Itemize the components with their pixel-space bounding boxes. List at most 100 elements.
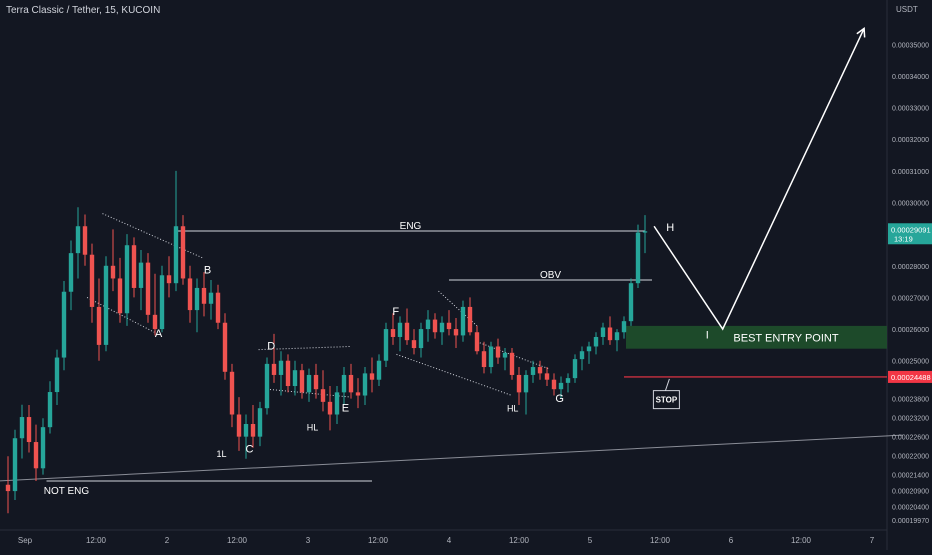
candle-body — [138, 262, 144, 288]
candle-body — [488, 346, 494, 368]
y-tick-label: 0.00022600 — [892, 435, 929, 442]
x-tick-label: 12:00 — [509, 536, 530, 545]
entry-zone — [626, 325, 887, 349]
candle-body — [103, 265, 109, 345]
level-label: OBV — [540, 270, 561, 281]
candle-body — [299, 370, 305, 393]
wave-label: F — [392, 306, 399, 318]
candle-body — [19, 417, 25, 439]
candle-body — [607, 327, 613, 341]
wave-label: H — [666, 222, 674, 234]
candle-body — [565, 378, 571, 383]
x-tick-label: 12:00 — [368, 536, 389, 545]
y-tick-label: 0.00020900 — [892, 488, 929, 495]
candle-body — [166, 275, 172, 284]
x-tick-label: 7 — [870, 536, 875, 545]
candle-body — [453, 329, 459, 336]
stop-price-value: 0.00024488 — [891, 373, 931, 382]
candle-body — [404, 322, 410, 341]
candle-body — [285, 360, 291, 387]
candle-body — [208, 292, 214, 304]
candle-body — [215, 292, 221, 323]
candle-body — [355, 392, 361, 396]
trendline-rising-support — [0, 434, 903, 482]
candle-body — [530, 367, 536, 375]
candle-body — [621, 321, 627, 333]
candle-body — [558, 382, 564, 390]
candle-body — [341, 374, 347, 393]
stop-price-badge — [888, 370, 932, 383]
wave-label: G — [555, 393, 564, 405]
y-tick-label: 0.00035000 — [892, 42, 929, 49]
candle-body — [292, 370, 298, 387]
candle-body — [474, 332, 480, 352]
candle-body — [96, 306, 102, 345]
candle-body — [229, 371, 235, 415]
stop-callout-label: STOP — [656, 396, 678, 405]
x-tick-label: 12:00 — [86, 536, 107, 545]
candle-body — [572, 359, 578, 379]
candle-body — [446, 322, 452, 330]
candle-body — [152, 314, 158, 330]
current-price-value: 0.00029091 — [891, 225, 931, 234]
y-tick-label: 0.00025000 — [892, 359, 929, 366]
candle-body — [502, 352, 508, 358]
candle-body — [236, 414, 242, 437]
pattern-guide — [476, 341, 549, 370]
y-tick-label: 0.00030000 — [892, 201, 929, 208]
wave-label: HL — [307, 422, 319, 432]
candle-body — [425, 319, 431, 330]
y-tick-label: 0.00019970 — [892, 518, 929, 525]
candle-body — [131, 245, 137, 288]
candle-body — [47, 392, 53, 428]
candle-body — [411, 340, 417, 349]
y-tick-label: 0.00031000 — [892, 169, 929, 176]
current-price-badge — [888, 223, 932, 245]
wave-label: 1L — [216, 449, 226, 459]
pattern-guide — [86, 296, 155, 333]
candle-body — [348, 374, 354, 393]
wave-label: I — [706, 330, 709, 342]
candle-body — [614, 332, 620, 341]
candle-body — [334, 392, 340, 415]
candle-body — [257, 408, 263, 437]
candle-body — [523, 374, 529, 393]
candle-body — [26, 417, 32, 443]
candle-body — [320, 389, 326, 402]
candle-body — [187, 278, 193, 311]
y-tick-label: 0.00021400 — [892, 473, 929, 480]
candle-body — [173, 226, 179, 284]
pattern-guide — [396, 353, 513, 396]
price-axis-unit: USDT — [896, 5, 918, 14]
candle-body — [201, 287, 207, 304]
candle-body — [642, 231, 648, 233]
candle-body — [243, 424, 249, 437]
candle-body — [194, 287, 200, 311]
candle-body — [250, 424, 256, 437]
pattern-guide — [102, 213, 203, 259]
y-tick-label: 0.00026000 — [892, 327, 929, 334]
x-tick-label: 5 — [588, 536, 593, 545]
stop-callout-pointer — [664, 378, 670, 391]
x-tick-label: Sep — [18, 536, 33, 545]
x-tick-label: 4 — [447, 536, 452, 545]
symbol-title: Terra Classic / Tether, 15, KUCOIN — [6, 5, 161, 16]
wave-label: D — [267, 341, 275, 353]
candle-body — [481, 351, 487, 368]
candle-body — [362, 373, 368, 396]
y-tick-label: 0.00027000 — [892, 295, 929, 302]
x-tick-label: 12:00 — [650, 536, 671, 545]
candle-body — [551, 379, 557, 390]
candle-body — [313, 374, 319, 390]
candle-body — [390, 329, 396, 337]
candle-body — [600, 327, 606, 337]
wave-label: HL — [507, 403, 519, 413]
level-label: ENG — [400, 221, 422, 232]
candle-body — [12, 438, 18, 492]
y-tick-label: 0.00022000 — [892, 454, 929, 461]
candle-body — [579, 351, 585, 360]
candle-body — [222, 322, 228, 372]
level-label: NOT ENG — [44, 486, 90, 497]
